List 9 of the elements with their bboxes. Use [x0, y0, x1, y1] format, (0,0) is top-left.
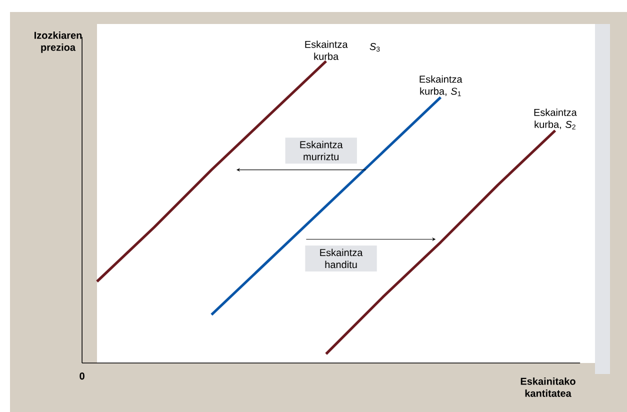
text: 0	[80, 372, 84, 380]
series-label: Eskaintza kurba	[305, 40, 348, 60]
annotation: Eskaintza handitu	[320, 248, 363, 268]
annotation: Eskaintza murriztu	[300, 140, 343, 160]
text: S$_{3}$	[370, 43, 380, 52]
series-label: Eskaintza kurba, S$_{2}$	[534, 108, 577, 130]
y-axis-title: Izozkiaren prezioa	[34, 32, 82, 53]
series-label: Eskaintza kurba, S$_{1}$	[420, 75, 462, 96]
x-axis-title: Eskainitako kantitatea	[520, 378, 576, 397]
